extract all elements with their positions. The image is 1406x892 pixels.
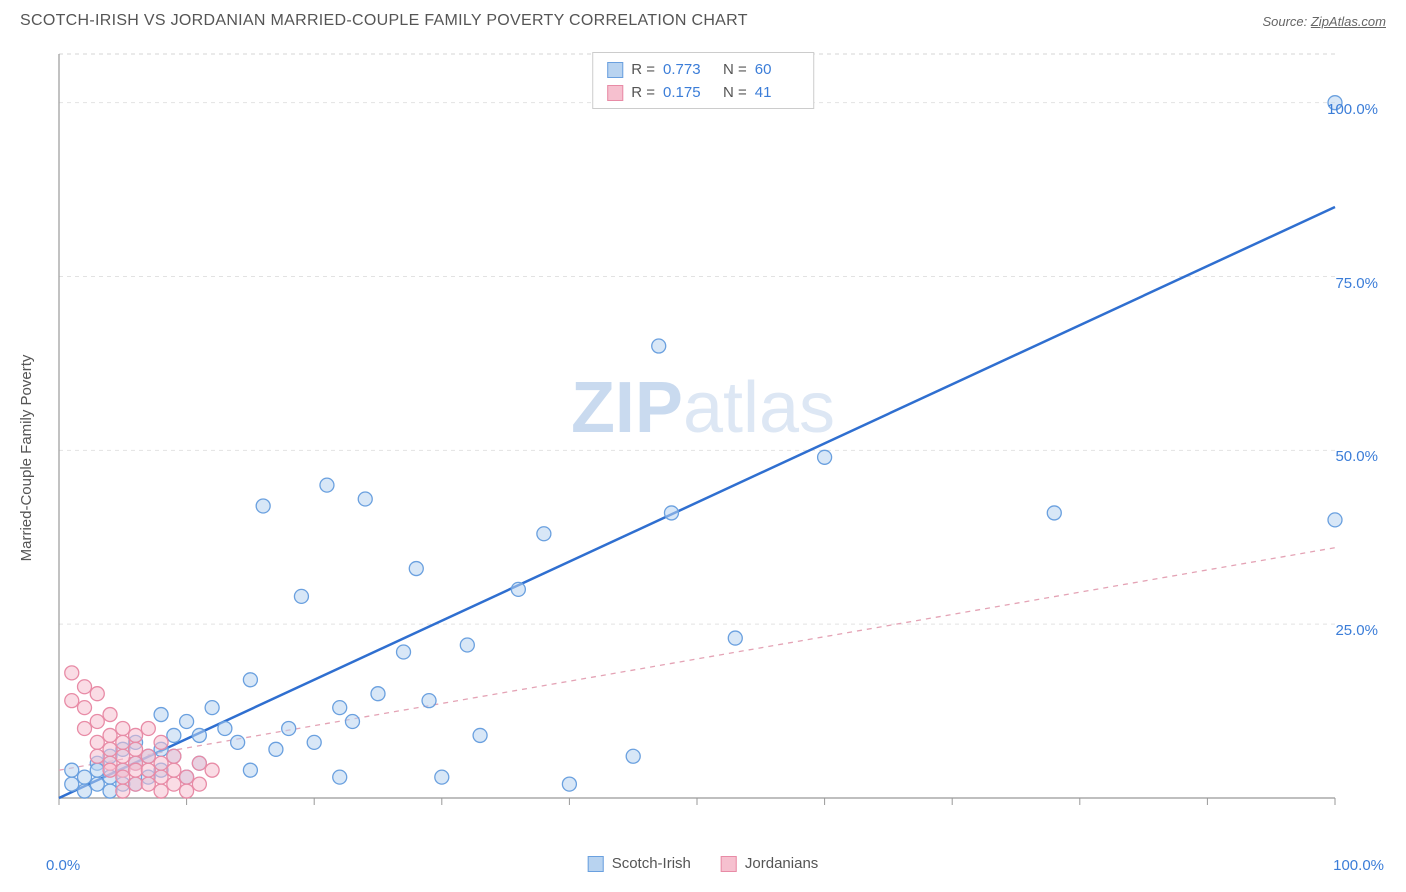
stat-swatch-icon: [607, 62, 623, 78]
chart-header: SCOTCH-IRISH VS JORDANIAN MARRIED-COUPLE…: [0, 0, 1406, 38]
chart-title: SCOTCH-IRISH VS JORDANIAN MARRIED-COUPLE…: [20, 12, 748, 30]
series-legend: Scotch-Irish Jordanians: [588, 855, 819, 872]
y-axis-label: Married-Couple Family Poverty: [18, 355, 35, 562]
n-value: 60: [755, 59, 799, 82]
r-label: R =: [631, 82, 655, 105]
correlation-stats-box: R = 0.773 N = 60 R = 0.175 N = 41: [592, 52, 814, 109]
y-tick-label: 100.0%: [1327, 101, 1378, 118]
scatter-plot: [55, 48, 1385, 838]
stat-row: R = 0.773 N = 60: [607, 59, 799, 82]
y-tick-label: 75.0%: [1335, 275, 1378, 292]
stat-row: R = 0.175 N = 41: [607, 82, 799, 105]
n-label: N =: [723, 59, 747, 82]
n-label: N =: [723, 82, 747, 105]
source-attribution: Source: ZipAtlas.com: [1262, 14, 1386, 29]
stat-swatch-icon: [607, 85, 623, 101]
source-link[interactable]: ZipAtlas.com: [1311, 14, 1386, 29]
r-value: 0.773: [663, 59, 707, 82]
r-label: R =: [631, 59, 655, 82]
r-value: 0.175: [663, 82, 707, 105]
y-tick-label: 50.0%: [1335, 448, 1378, 465]
legend-label: Jordanians: [745, 855, 818, 872]
y-tick-label: 25.0%: [1335, 622, 1378, 639]
source-label: Source:: [1262, 14, 1310, 29]
legend-swatch-icon: [721, 856, 737, 872]
x-axis-origin-label: 0.0%: [46, 857, 80, 874]
n-value: 41: [755, 82, 799, 105]
legend-item: Jordanians: [721, 855, 818, 872]
legend-swatch-icon: [588, 856, 604, 872]
legend-item: Scotch-Irish: [588, 855, 691, 872]
legend-label: Scotch-Irish: [612, 855, 691, 872]
x-axis-max-label: 100.0%: [1333, 857, 1384, 874]
chart-area: Married-Couple Family Poverty ZIPatlas R…: [0, 38, 1406, 878]
